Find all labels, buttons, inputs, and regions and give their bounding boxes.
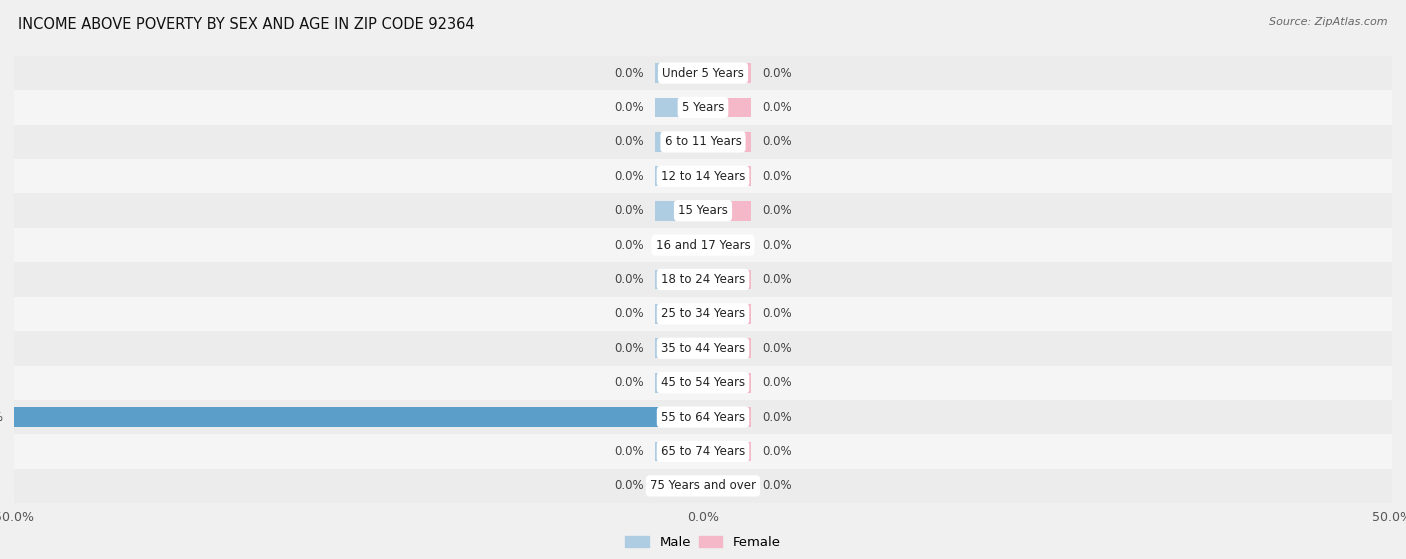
Bar <box>655 167 703 186</box>
Text: 0.0%: 0.0% <box>614 170 644 183</box>
Text: 65 to 74 Years: 65 to 74 Years <box>661 445 745 458</box>
Text: 0.0%: 0.0% <box>762 101 792 114</box>
Bar <box>703 304 751 324</box>
Text: 0.0%: 0.0% <box>762 67 792 79</box>
Bar <box>14 331 1392 366</box>
Text: 15 Years: 15 Years <box>678 204 728 217</box>
Bar <box>14 407 703 427</box>
Bar <box>14 125 1392 159</box>
Text: 0.0%: 0.0% <box>762 239 792 252</box>
Text: 0.0%: 0.0% <box>614 376 644 389</box>
Text: 0.0%: 0.0% <box>614 273 644 286</box>
Text: 0.0%: 0.0% <box>614 480 644 492</box>
Text: 0.0%: 0.0% <box>762 204 792 217</box>
Bar <box>703 97 751 117</box>
Bar <box>655 132 703 152</box>
Bar <box>14 56 1392 91</box>
Text: Under 5 Years: Under 5 Years <box>662 67 744 79</box>
Bar <box>703 269 751 290</box>
Bar <box>703 63 751 83</box>
Bar <box>655 338 703 358</box>
Text: 0.0%: 0.0% <box>762 445 792 458</box>
Bar <box>703 132 751 152</box>
Legend: Male, Female: Male, Female <box>620 531 786 555</box>
Text: INCOME ABOVE POVERTY BY SEX AND AGE IN ZIP CODE 92364: INCOME ABOVE POVERTY BY SEX AND AGE IN Z… <box>18 17 475 32</box>
Text: 0.0%: 0.0% <box>762 480 792 492</box>
Bar <box>703 167 751 186</box>
Bar <box>703 407 751 427</box>
Text: 50.0%: 50.0% <box>0 411 3 424</box>
Bar <box>703 235 751 255</box>
Text: 0.0%: 0.0% <box>614 135 644 148</box>
Text: 0.0%: 0.0% <box>762 342 792 355</box>
Bar <box>655 201 703 221</box>
Text: 0.0%: 0.0% <box>762 273 792 286</box>
Bar <box>655 476 703 496</box>
Bar <box>703 201 751 221</box>
Bar <box>655 63 703 83</box>
Text: 18 to 24 Years: 18 to 24 Years <box>661 273 745 286</box>
Text: 0.0%: 0.0% <box>614 445 644 458</box>
Bar <box>703 442 751 462</box>
Text: 45 to 54 Years: 45 to 54 Years <box>661 376 745 389</box>
Text: 0.0%: 0.0% <box>762 376 792 389</box>
Bar <box>14 434 1392 468</box>
Text: 0.0%: 0.0% <box>614 239 644 252</box>
Text: 0.0%: 0.0% <box>614 204 644 217</box>
Bar <box>14 193 1392 228</box>
Bar <box>14 366 1392 400</box>
Text: 25 to 34 Years: 25 to 34 Years <box>661 307 745 320</box>
Bar <box>703 476 751 496</box>
Bar <box>14 159 1392 193</box>
Bar <box>655 442 703 462</box>
Bar <box>655 235 703 255</box>
Text: 0.0%: 0.0% <box>614 67 644 79</box>
Text: 0.0%: 0.0% <box>762 135 792 148</box>
Text: Source: ZipAtlas.com: Source: ZipAtlas.com <box>1270 17 1388 27</box>
Bar <box>14 468 1392 503</box>
Bar <box>14 262 1392 297</box>
Text: 12 to 14 Years: 12 to 14 Years <box>661 170 745 183</box>
Text: 16 and 17 Years: 16 and 17 Years <box>655 239 751 252</box>
Text: 0.0%: 0.0% <box>614 307 644 320</box>
Text: 0.0%: 0.0% <box>614 101 644 114</box>
Bar <box>655 304 703 324</box>
Text: 5 Years: 5 Years <box>682 101 724 114</box>
Text: 0.0%: 0.0% <box>762 170 792 183</box>
Bar <box>703 373 751 392</box>
Bar <box>655 97 703 117</box>
Bar <box>655 373 703 392</box>
Text: 0.0%: 0.0% <box>762 411 792 424</box>
Text: 0.0%: 0.0% <box>614 342 644 355</box>
Bar <box>14 228 1392 262</box>
Bar <box>703 338 751 358</box>
Bar <box>14 91 1392 125</box>
Text: 0.0%: 0.0% <box>762 307 792 320</box>
Text: 55 to 64 Years: 55 to 64 Years <box>661 411 745 424</box>
Text: 35 to 44 Years: 35 to 44 Years <box>661 342 745 355</box>
Text: 6 to 11 Years: 6 to 11 Years <box>665 135 741 148</box>
Bar <box>14 297 1392 331</box>
Bar <box>655 269 703 290</box>
Text: 75 Years and over: 75 Years and over <box>650 480 756 492</box>
Bar <box>14 400 1392 434</box>
